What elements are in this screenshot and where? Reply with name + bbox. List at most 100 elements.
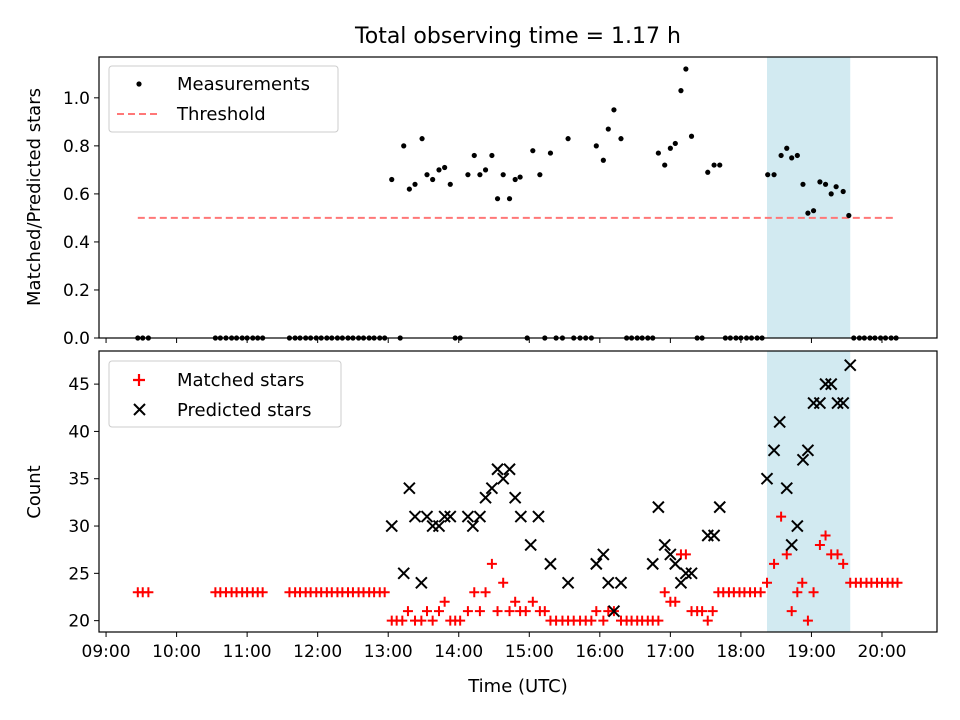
predicted-star-point (813, 396, 827, 410)
measurement-point (517, 174, 523, 180)
legend-label-threshold: Threshold (176, 104, 266, 125)
measurement-point (593, 143, 599, 149)
predicted-star-point (679, 567, 693, 580)
measurement-point (389, 176, 395, 183)
matched-star-point (653, 615, 664, 626)
matched-star-point (680, 549, 691, 560)
matched-star-point (797, 577, 808, 588)
matched-star-point (416, 615, 427, 626)
bottom-y-tick-label: 40 (68, 422, 90, 442)
measurement-point (471, 152, 477, 159)
measurement-point (678, 88, 684, 94)
measurement-point (600, 157, 606, 163)
legend-label-matched: Matched stars (177, 370, 304, 391)
predicted-star-point (824, 377, 838, 391)
predicted-star-point (614, 576, 628, 590)
matched-star-point (480, 587, 491, 598)
measurement-point (477, 172, 483, 178)
predicted-star-point (646, 557, 659, 571)
predicted-star-point (408, 510, 422, 523)
matched-star-point (792, 587, 803, 598)
matched-star-point (769, 558, 780, 569)
measurement-point (778, 152, 784, 159)
x-tick-label: 16:00 (575, 642, 624, 662)
matched-star-point (498, 577, 509, 588)
matched-star-point (527, 596, 538, 607)
legend-label-measurements: Measurements (177, 74, 310, 95)
matched-star-point (520, 606, 531, 617)
predicted-star-point (607, 604, 621, 618)
measurement-point (436, 167, 442, 173)
measurement-point (500, 172, 506, 178)
predicted-star-point (767, 444, 781, 457)
matched-star-point (781, 549, 792, 560)
matched-star-point (892, 577, 903, 588)
measurement-point (672, 140, 678, 147)
predicted-star-point (669, 557, 682, 571)
matched-star-point (492, 606, 503, 617)
predicted-star-point (707, 529, 721, 542)
measurement-point (489, 152, 495, 159)
measurement-point (537, 172, 543, 178)
x-tick-label: 20:00 (857, 642, 906, 662)
predicted-star-point (544, 557, 557, 571)
measurement-point (482, 167, 489, 173)
measurement-point (789, 155, 795, 161)
bottom-legend: Matched stars Predicted stars (108, 360, 342, 428)
top-y-tick-label: 0.8 (63, 137, 90, 157)
measurement-point (683, 66, 689, 72)
x-tick-label: 15:00 (505, 642, 554, 662)
predicted-star-point (836, 396, 850, 410)
matched-star-point (786, 606, 797, 617)
measurement-point (705, 169, 711, 175)
top-legend-box (108, 65, 339, 133)
matched-star-point (427, 615, 438, 626)
matched-star-point (832, 549, 843, 560)
matched-star-point (808, 587, 819, 598)
predicted-star-point (508, 491, 522, 504)
x-tick-label: 18:00 (716, 642, 765, 662)
matched-star-point (379, 587, 390, 598)
predicted-star-point (780, 481, 793, 495)
predicted-star-point (652, 500, 665, 514)
x-tick-label: 14:00 (434, 642, 483, 662)
predicted-star-point (773, 415, 786, 429)
predicted-star-point (602, 576, 615, 590)
bottom-y-tick-label: 45 (68, 375, 90, 395)
predicted-star-point (685, 567, 698, 580)
predicted-star-point (831, 396, 844, 410)
legend-label-predicted: Predicted stars (177, 400, 311, 421)
predicted-star-point (796, 453, 810, 467)
x-tick-label: 10:00 (152, 642, 201, 662)
measurement-point (667, 145, 673, 151)
predicted-star-point (561, 576, 575, 590)
x-tick-label: 12:00 (293, 642, 342, 662)
predicted-star-point (415, 576, 428, 590)
predicted-star-point (461, 510, 475, 523)
measurement-point (810, 208, 817, 214)
matched-star-point (755, 587, 766, 598)
matched-star-point (402, 606, 413, 617)
bottom-y-axis-label: Count (24, 465, 45, 518)
x-tick-label: 09:00 (82, 642, 131, 662)
predicted-star-point (491, 463, 504, 476)
measurement-point (547, 150, 554, 156)
predicted-star-point (791, 519, 804, 533)
predicted-star-point (432, 519, 446, 533)
predicted-star-point (597, 548, 610, 561)
measurement-point (565, 136, 571, 142)
top-legend: Measurements Threshold (108, 65, 339, 133)
predicted-star-point (713, 500, 726, 514)
matched-star-point (707, 606, 718, 617)
measurement-point (512, 176, 518, 183)
bottom-panel: 20 25 30 35 40 45 09:00 10:00 11:00 12:00 13:00 14… (24, 350, 938, 697)
matched-star-point (659, 587, 670, 598)
predicted-star-point (760, 472, 774, 485)
measurement-point (447, 181, 453, 187)
predicted-star-point (444, 510, 457, 523)
measurement-point (784, 145, 790, 151)
matched-star-point (762, 577, 773, 588)
measurement-point (401, 143, 407, 149)
matched-star-point (802, 615, 813, 626)
predicted-star-point (479, 491, 492, 504)
